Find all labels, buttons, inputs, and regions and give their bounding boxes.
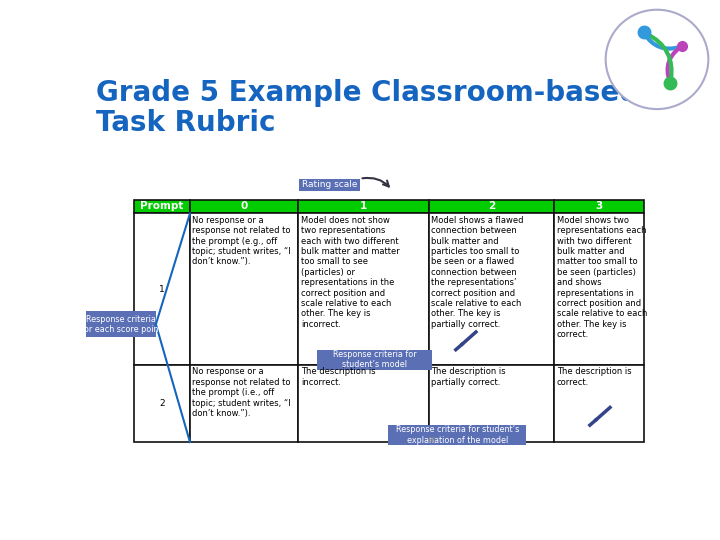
Circle shape xyxy=(606,10,708,109)
Text: Task Rubric: Task Rubric xyxy=(96,110,276,138)
Text: 1: 1 xyxy=(159,285,165,294)
Text: 0: 0 xyxy=(240,201,248,212)
Text: No response or a
response not related to
the prompt (i.e., off
topic; student wr: No response or a response not related to… xyxy=(192,367,291,418)
FancyBboxPatch shape xyxy=(300,179,360,191)
Text: 80: 80 xyxy=(427,437,436,443)
Text: Response criteria
for each score point: Response criteria for each score point xyxy=(81,315,161,334)
Text: 3: 3 xyxy=(595,201,603,212)
Text: The description is
partially correct.: The description is partially correct. xyxy=(431,367,505,387)
Bar xyxy=(554,200,644,213)
FancyBboxPatch shape xyxy=(388,425,526,445)
Text: No response or a
response not related to
the prompt (e.g., off
topic; student wr: No response or a response not related to… xyxy=(192,215,291,266)
FancyBboxPatch shape xyxy=(317,350,432,370)
Bar xyxy=(134,213,190,365)
Text: Model shows a flawed
connection between
bulk matter and
particles too small to
b: Model shows a flawed connection between … xyxy=(431,215,523,329)
Bar xyxy=(554,213,644,365)
Bar xyxy=(428,213,554,365)
Text: Model does not show
two representations
each with two different
bulk matter and : Model does not show two representations … xyxy=(301,215,400,329)
Text: 1: 1 xyxy=(360,201,367,212)
Bar xyxy=(299,213,428,365)
Bar xyxy=(554,365,644,442)
Bar xyxy=(299,365,428,442)
Bar xyxy=(190,365,299,442)
Text: 2: 2 xyxy=(488,201,495,212)
Bar xyxy=(428,200,554,213)
Text: 2: 2 xyxy=(159,399,165,408)
Text: The description is
incorrect.: The description is incorrect. xyxy=(301,367,375,387)
Text: Prompt: Prompt xyxy=(140,201,184,212)
Bar xyxy=(299,200,428,213)
Text: Response criteria for student’s
explanation of the model: Response criteria for student’s explanat… xyxy=(396,426,519,445)
Bar xyxy=(190,213,299,365)
Text: Model shows two
representations each
with two different
bulk matter and
matter t: Model shows two representations each wit… xyxy=(557,215,647,339)
Bar xyxy=(190,200,299,213)
Text: Rating scale: Rating scale xyxy=(302,180,357,190)
Text: The description is
correct.: The description is correct. xyxy=(557,367,631,387)
Bar xyxy=(428,365,554,442)
Text: Response criteria for
student’s model: Response criteria for student’s model xyxy=(333,350,416,369)
FancyBboxPatch shape xyxy=(86,311,156,338)
Text: Grade 5 Example Classroom-based: Grade 5 Example Classroom-based xyxy=(96,79,639,107)
Bar xyxy=(134,365,190,442)
Bar xyxy=(134,200,190,213)
